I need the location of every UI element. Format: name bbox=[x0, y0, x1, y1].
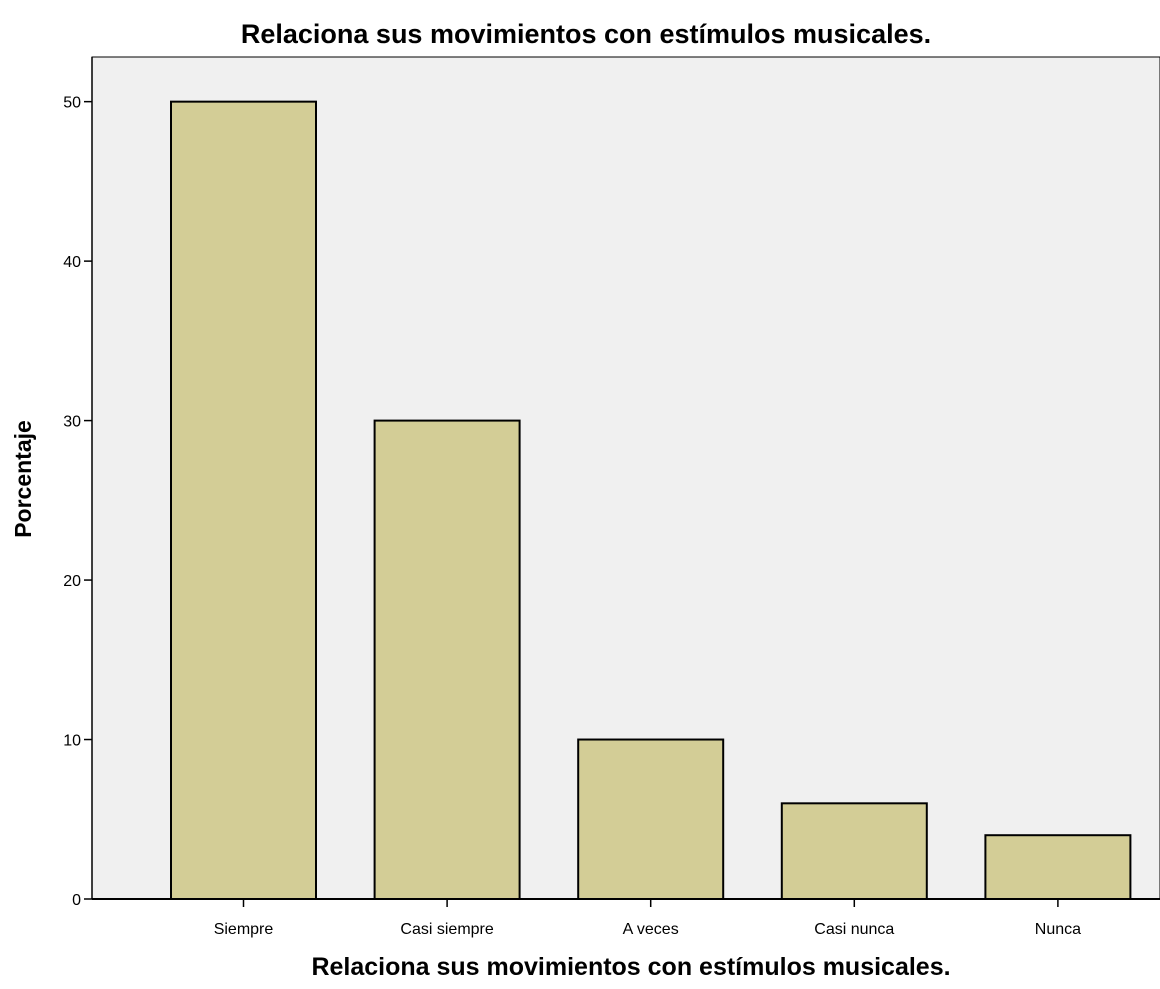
x-axis: Siempre Casi siempre A veces Casi nunca Nunc… bbox=[92, 898, 1160, 938]
y-tick-label: 10 bbox=[63, 733, 81, 750]
y-tick-label: 0 bbox=[72, 892, 81, 909]
x-axis-title: Relaciona sus movimientos con estímulos … bbox=[311, 953, 950, 981]
y-axis: 0 10 20 30 40 50 bbox=[63, 57, 93, 909]
bar-siempre bbox=[170, 100, 317, 901]
y-tick-label: 20 bbox=[63, 573, 81, 590]
y-tick-label: 30 bbox=[63, 414, 81, 431]
x-tick-label: A veces bbox=[623, 921, 679, 938]
bar-casi-siempre bbox=[373, 419, 521, 900]
x-tick-label: Casi siempre bbox=[400, 921, 493, 938]
chart-title: Relaciona sus movimientos con estímulos … bbox=[241, 19, 931, 49]
x-tick-label: Casi nunca bbox=[814, 921, 894, 938]
x-tick-label: Nunca bbox=[1035, 921, 1081, 938]
bar-casi-nunca bbox=[780, 802, 928, 900]
bar-a-veces bbox=[577, 738, 725, 900]
bar-nunca bbox=[984, 834, 1132, 900]
y-tick-label: 50 bbox=[63, 95, 81, 112]
y-axis-title: Porcentaje bbox=[10, 420, 36, 538]
y-tick-label: 40 bbox=[63, 254, 81, 271]
x-tick-label: Siempre bbox=[214, 921, 274, 938]
